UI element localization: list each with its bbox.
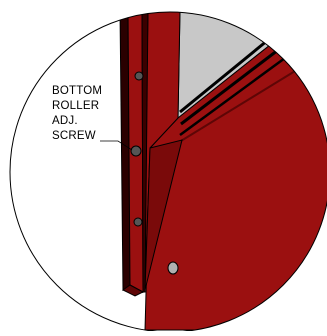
frame-stripe-4 (175, 67, 301, 145)
callout-leader (100, 140, 133, 151)
callout-line-2: ROLLER (52, 100, 100, 112)
track-channel-lip (141, 12, 149, 293)
callout-label: BOTTOM ROLLER ADJ. SCREW (52, 84, 102, 144)
callout-line-4: SCREW (52, 130, 96, 142)
frame-stripe-3 (179, 56, 286, 137)
frame-stripe-2 (180, 48, 279, 126)
roller-icon (167, 261, 179, 275)
callout-line-3: ADJ. (52, 115, 78, 127)
screw-top-icon (134, 71, 144, 81)
callout-line-1: BOTTOM (52, 85, 103, 97)
bottom-roller-adj-screw-icon (130, 145, 142, 157)
channel-bottom (122, 284, 145, 297)
screw-lower-icon (133, 217, 143, 227)
miter-edge (144, 139, 183, 291)
frame-stripe-1 (179, 38, 269, 114)
